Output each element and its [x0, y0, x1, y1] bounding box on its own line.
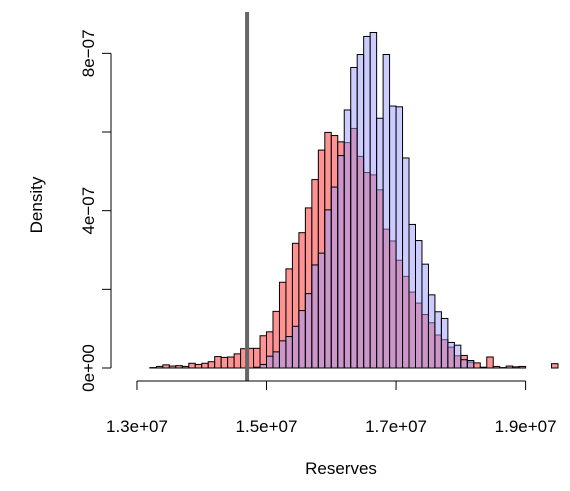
- x-tick-label: 1.5e+07: [236, 417, 298, 436]
- histogram-bar: [427, 294, 436, 369]
- histogram-bar: [505, 365, 514, 369]
- histogram-bar: [382, 54, 391, 369]
- x-axis-label: Reserves: [305, 459, 377, 478]
- series-2: [253, 31, 475, 369]
- histogram-bar: [168, 365, 177, 369]
- histogram-bar: [376, 117, 384, 369]
- histogram-bar: [155, 365, 164, 369]
- histogram-bar: [259, 335, 268, 369]
- histogram-bar: [227, 356, 235, 369]
- histogram-bar: [395, 106, 404, 369]
- histogram-bar: [259, 363, 268, 369]
- axes: 1.3e+07 1.5e+07 1.7e+07 1.9e+07 0e+00 4e−07 8e…: [79, 29, 557, 436]
- histogram-bar: [518, 365, 527, 369]
- histogram-bar: [220, 356, 229, 369]
- histogram-bar: [214, 356, 222, 369]
- y-tick-label: 4e−07: [79, 187, 98, 235]
- histogram-bar: [466, 360, 475, 369]
- histogram-bar: [181, 365, 190, 369]
- x-tick-label: 1.3e+07: [106, 417, 168, 436]
- histogram-bar: [414, 240, 423, 369]
- histogram-bar: [324, 209, 332, 369]
- histogram-bar: [492, 365, 501, 369]
- histogram-bar: [473, 362, 481, 369]
- histogram-bar: [440, 317, 449, 369]
- histogram-bar: [188, 362, 196, 369]
- histogram-bar: [363, 35, 371, 369]
- histogram-bar: [330, 186, 339, 369]
- histogram-bar: [162, 364, 170, 369]
- y-tick-label: 0e+00: [79, 344, 98, 392]
- histogram-bar: [408, 223, 416, 369]
- histogram-bar: [512, 366, 520, 369]
- histogram-bar: [278, 340, 287, 369]
- histogram-bar: [434, 311, 442, 369]
- histogram-bar: [447, 341, 455, 369]
- x-tick-label: 1.7e+07: [365, 417, 427, 436]
- histogram-bar: [194, 363, 203, 369]
- histogram-bar: [311, 264, 319, 369]
- histogram-bar: [369, 31, 378, 369]
- histogram-bar: [266, 355, 274, 369]
- histogram-bar: [343, 109, 352, 369]
- histogram-bar: [551, 363, 559, 369]
- histogram-bar: [350, 66, 358, 369]
- histogram-bar: [253, 347, 261, 369]
- histogram-bar: [486, 356, 494, 369]
- histogram-bar: [337, 155, 345, 369]
- histogram-bar: [207, 361, 216, 369]
- y-axis-label: Density: [27, 176, 46, 233]
- histogram-bar: [304, 293, 313, 369]
- histogram-bar: [389, 105, 397, 369]
- histogram-bar: [298, 310, 306, 369]
- histogram-bar: [421, 263, 429, 369]
- histogram-bar: [233, 353, 242, 369]
- histogram-bar: [356, 54, 365, 369]
- histogram-bar: [479, 366, 488, 369]
- histogram-bar: [175, 365, 183, 369]
- histogram-bar: [453, 344, 462, 369]
- histogram-bar: [460, 359, 468, 369]
- histogram-bar: [272, 351, 280, 369]
- bars-layer: [149, 31, 559, 369]
- histogram-bar: [201, 362, 209, 369]
- histogram-bar: [291, 325, 300, 369]
- y-tick-label: 8e−07: [79, 29, 98, 77]
- histogram-bar: [402, 157, 410, 369]
- histogram-bar: [253, 366, 261, 369]
- histogram-bar: [317, 252, 326, 369]
- x-tick-label: 1.9e+07: [495, 417, 557, 436]
- histogram-bar: [285, 336, 293, 369]
